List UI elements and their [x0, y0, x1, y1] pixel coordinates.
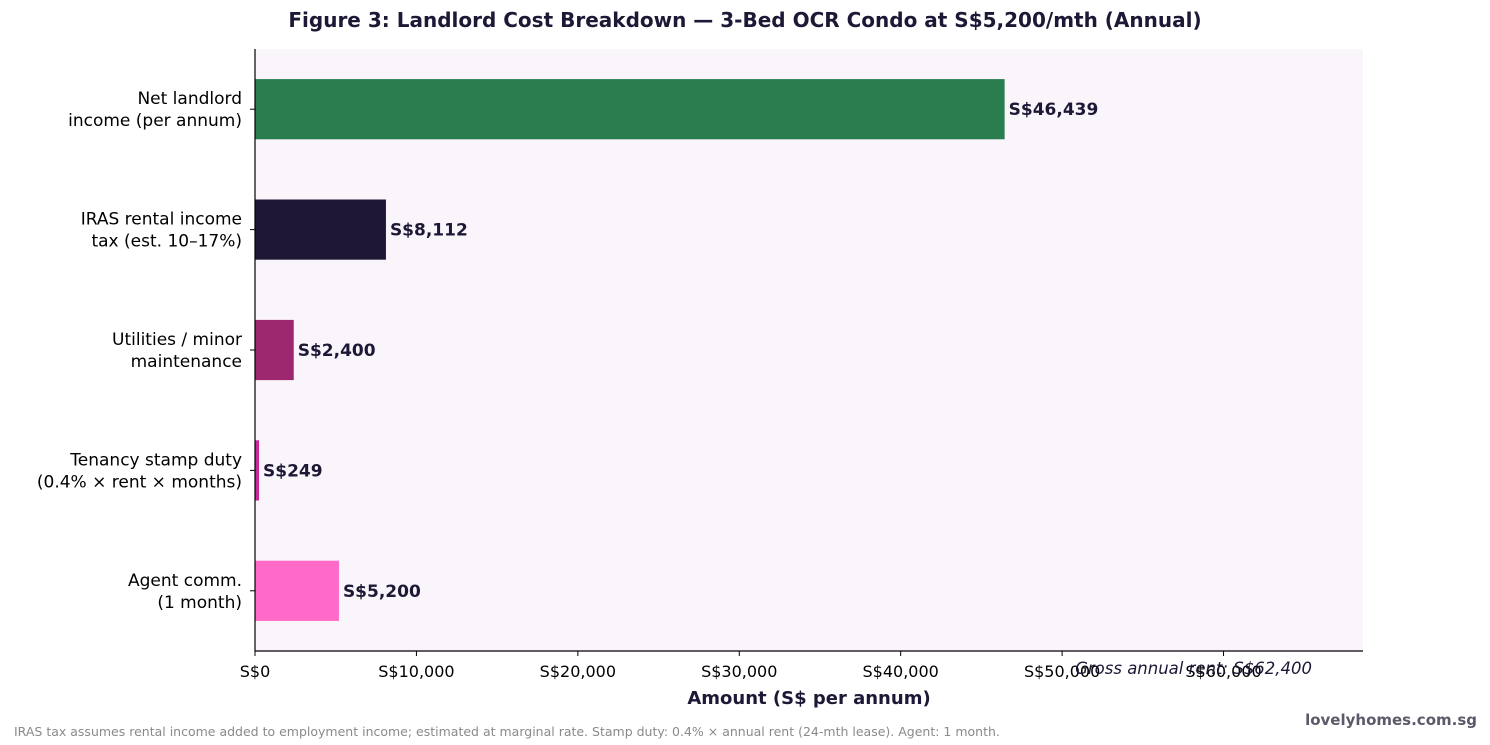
bar	[255, 199, 386, 260]
y-tick-label: IRAS rental income	[81, 210, 242, 230]
x-tick-label: S$40,000	[863, 662, 939, 681]
y-tick-label: (0.4% × rent × months)	[37, 472, 242, 492]
bar-value-label: S$8,112	[390, 221, 468, 241]
plot-area	[255, 49, 1363, 651]
bar	[255, 319, 294, 381]
y-tick-label: income (per annum)	[68, 111, 242, 131]
gross-rent-annotation: Gross annual rent: S$62,400	[1075, 659, 1312, 678]
bar	[255, 440, 260, 501]
x-tick-label: S$20,000	[540, 662, 616, 681]
x-tick-label: S$0	[240, 662, 271, 681]
bar	[255, 79, 1005, 140]
bar-value-label: S$5,200	[343, 582, 421, 602]
brand-label: lovelyhomes.com.sg	[1305, 711, 1477, 729]
bar	[255, 560, 339, 621]
x-tick-label: S$30,000	[701, 662, 777, 681]
y-tick-label: (1 month)	[157, 593, 242, 613]
bar-value-label: S$249	[263, 461, 323, 481]
y-tick-label: maintenance	[131, 352, 242, 372]
y-tick-label: Agent comm.	[128, 571, 242, 591]
x-tick-label: S$60,000	[1185, 662, 1261, 681]
chart-footnote: IRAS tax assumes rental income added to …	[14, 724, 1000, 739]
x-axis-label: Amount (S$ per annum)	[687, 688, 930, 709]
chart-title: Figure 3: Landlord Cost Breakdown — 3-Be…	[288, 8, 1202, 32]
y-tick-label: Tenancy stamp duty	[69, 450, 242, 470]
y-tick-label: Net landlord	[137, 89, 242, 109]
bar-value-label: S$46,439	[1009, 100, 1099, 120]
x-tick-label: S$50,000	[1024, 662, 1100, 681]
y-tick-label: tax (est. 10–17%)	[91, 232, 242, 252]
bar-value-label: S$2,400	[298, 341, 376, 361]
y-tick-label: Utilities / minor	[112, 330, 242, 350]
x-tick-label: S$10,000	[378, 662, 454, 681]
